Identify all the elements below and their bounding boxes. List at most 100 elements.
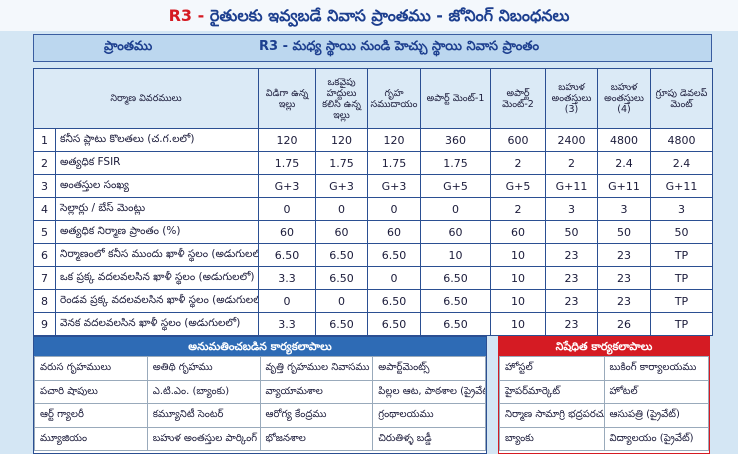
cell: 60 — [258, 220, 317, 244]
permitted-item: బహుళ అంతస్తుల పార్కింగ్ — [146, 426, 261, 451]
cell: 60 — [490, 220, 547, 244]
cell: TP — [650, 243, 714, 267]
cell: 6.50 — [420, 312, 492, 336]
prohibited-row: హైపర్‌మార్కెట్ హోటల్ — [499, 379, 709, 404]
cell: 1.75 — [420, 151, 492, 175]
cell: G+11 — [545, 174, 599, 198]
cell: 3.3 — [258, 312, 317, 336]
cell: 1.75 — [315, 151, 369, 175]
cell: 23 — [545, 312, 599, 336]
cell: 0 — [315, 289, 369, 313]
permitted-item: ఆరోగ్య కేంద్రము — [259, 403, 374, 428]
row-label: రెండవ ప్రక్క వదలవలసిన ఖాళీ స్థలం (అడుగుల… — [54, 289, 260, 313]
permitted-item: గ్రంథాలయము — [372, 403, 486, 428]
zone-row: ప్రాంతము R3 - మధ్య స్థాయి నుండి హెచ్చు స్… — [33, 34, 712, 62]
corner-cell: నిర్మాణ వివరములు — [32, 68, 260, 129]
cell: 0 — [420, 197, 492, 221]
cell: TP — [650, 266, 714, 290]
cell: G+3 — [258, 174, 317, 198]
cell: 2400 — [545, 128, 599, 152]
cell: 23 — [545, 289, 599, 313]
permitted-row: వరుస గృహములు అతిథి గృహము వృత్తి గృహముల నివ… — [34, 356, 486, 381]
title: రైతులకు ఇవ్వబడే నివాస ప్రాంతము - జోనింగ్… — [209, 6, 570, 25]
cell: 10 — [420, 243, 492, 267]
table-row: 7 ఒక ప్రక్క వదలవలసిన ఖాళీ స్థలం (అడుగులలో… — [33, 266, 714, 290]
table-row: 4 సెల్లార్లు / బేస్ మెంట్లు 0 0 0 0 2 3 3 3 — [33, 197, 714, 221]
header-row: నిర్మాణ వివరములు విడిగా ఉన్న ఇల్లు ఒకవైపు … — [32, 68, 714, 129]
cell: 10 — [490, 312, 547, 336]
cell: 2.4 — [597, 151, 652, 175]
prohibited-item: నిర్మాణ సామాగ్రి భద్రపరచుట — [499, 403, 605, 428]
cell: 10 — [490, 289, 547, 313]
row-label: నిర్మాణంలో కనీస ముందు ఖాళీ స్థలం (అడుగుల… — [54, 243, 260, 267]
cell: 6.50 — [367, 289, 422, 313]
prohibited-title: నిషేధిత కార్యకలాపాలు — [499, 337, 709, 356]
cell: 3 — [650, 197, 714, 221]
row-number: 7 — [33, 266, 56, 290]
row-number: 4 — [33, 197, 56, 221]
row-number: 1 — [33, 128, 56, 152]
cell: 10 — [490, 266, 547, 290]
cell: 60 — [315, 220, 369, 244]
cell: 2 — [490, 197, 547, 221]
row-label: అత్యధిక నిర్మాణ ప్రాంతం (%) — [54, 220, 260, 244]
cell: 600 — [490, 128, 547, 152]
table-row: 2 అత్యధిక FSIR 1.75 1.75 1.75 1.75 2 2 2.4 2.4 — [33, 151, 714, 175]
permitted-item: ఆర్ట్ గ్యాలరీ — [34, 403, 148, 428]
prohibited-row: బ్యాంకు విద్యాలయం (ప్రైవేట్) — [499, 426, 709, 451]
row-label: సెల్లార్లు / బేస్ మెంట్లు — [54, 197, 260, 221]
cell: 2 — [545, 151, 599, 175]
cell: G+3 — [315, 174, 369, 198]
row-number: 9 — [33, 312, 56, 336]
permitted-item: వరుస గృహములు — [34, 356, 148, 381]
cell: 3 — [597, 197, 652, 221]
cell: 60 — [420, 220, 492, 244]
cell: 10 — [490, 243, 547, 267]
prohibited-row: నిర్మాణ సామాగ్రి భద్రపరచుట ఆసుపత్రి (ప్రై… — [499, 403, 709, 428]
cell: 6.50 — [258, 243, 317, 267]
row-label: వెనక వదలవలసిన ఖాళీ స్థలం (అడుగులలో) — [54, 312, 260, 336]
cell: 23 — [545, 266, 599, 290]
prohibited-item: బుకింగ్ కార్యాలయము — [603, 356, 709, 381]
column-header: బహుళ అంతస్తులు (4) — [597, 68, 652, 129]
cell: 26 — [597, 312, 652, 336]
column-header: బహుళ అంతస్తులు (3) — [545, 68, 599, 129]
cell: 0 — [315, 197, 369, 221]
cell: 120 — [367, 128, 422, 152]
prohibited-row: హోస్టల్ బుకింగ్ కార్యాలయము — [499, 356, 709, 381]
column-header: ఒకవైపు హద్దులు కలిసి ఉన్న ఇల్లు — [315, 68, 369, 129]
table-row: 6 నిర్మాణంలో కనీస ముందు ఖాళీ స్థలం (అడుగు… — [33, 243, 714, 267]
cell: 360 — [420, 128, 492, 152]
cell: 50 — [597, 220, 652, 244]
column-header: అపార్ట్ మెంట్-2 — [490, 68, 547, 129]
table-row: 3 అంతస్తుల సంఖ్య G+3 G+3 G+3 G+5 G+5 G+11 G+11 G+… — [33, 174, 714, 198]
cell: 3 — [545, 197, 599, 221]
permitted-item: వ్యాయామశాల — [259, 379, 374, 404]
cell: 6.50 — [420, 289, 492, 313]
table-row: 5 అత్యధిక నిర్మాణ ప్రాంతం (%) 60 60 60 60 60 50… — [33, 220, 714, 244]
row-number: 6 — [33, 243, 56, 267]
permitted-item: పిల్లల ఆట, పాఠశాల (ప్రైవేట్) — [372, 379, 486, 404]
cell: 23 — [545, 243, 599, 267]
cell: 2.4 — [650, 151, 714, 175]
cell: 4800 — [650, 128, 714, 152]
cell: G+5 — [490, 174, 547, 198]
cell: 6.50 — [367, 243, 422, 267]
cell: 50 — [545, 220, 599, 244]
table-row: 1 కనీస ప్లాటు కొలతలు (చ.గ.లలో) 120 120 120 36… — [33, 128, 714, 152]
cell: TP — [650, 289, 714, 313]
cell: 3.3 — [258, 266, 317, 290]
prohibited-item: బ్యాంకు — [499, 426, 605, 451]
zone-label: ప్రాంతము — [104, 39, 153, 54]
prohibited-item: హోటల్ — [603, 379, 709, 404]
cell: TP — [650, 312, 714, 336]
cell: 120 — [315, 128, 369, 152]
column-header: గృహ సముదాయం — [367, 68, 422, 129]
cell: 2 — [490, 151, 547, 175]
cell: 1.75 — [258, 151, 317, 175]
prohibited-item: ఆసుపత్రి (ప్రైవేట్) — [603, 403, 709, 428]
title-prefix: R3 - — [168, 6, 205, 25]
row-label: కనీస ప్లాటు కొలతలు (చ.గ.లలో) — [54, 128, 260, 152]
prohibited-box: నిషేధిత కార్యకలాపాలు హోస్టల్ బుకింగ్ కార్య… — [498, 336, 710, 454]
cell: G+5 — [420, 174, 492, 198]
